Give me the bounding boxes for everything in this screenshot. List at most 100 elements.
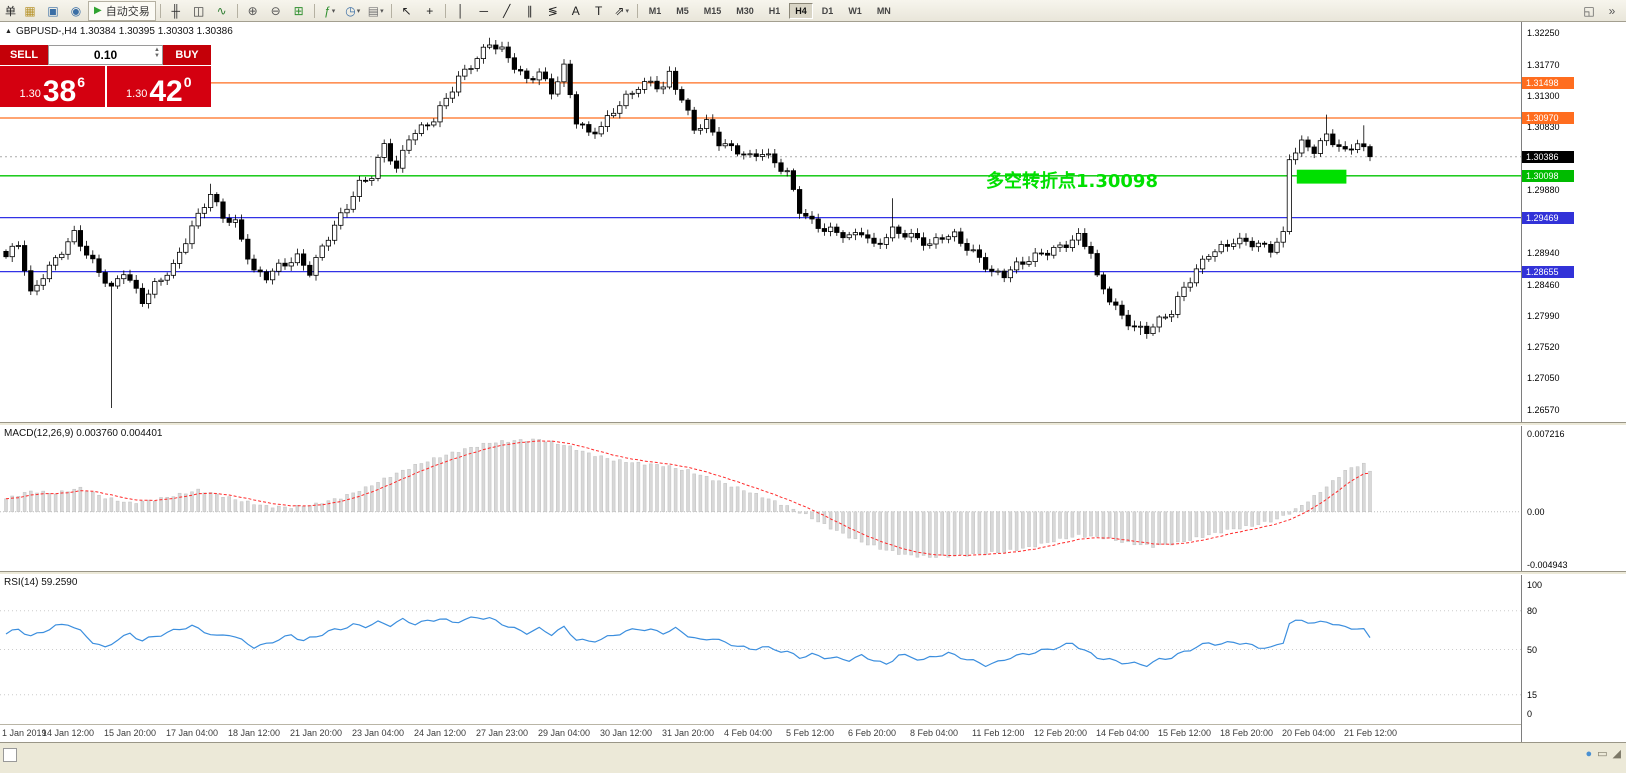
toolbar-overflow-icon[interactable]: » (1601, 1, 1623, 21)
turning-point-annotation: 多空转折点1.30098 (986, 170, 1158, 192)
price-scale[interactable]: 1.32250 1.31770 1.31300 1.30830 1.29880 1.289… (1521, 22, 1626, 742)
templates-icon-glyph: ▤ (367, 3, 380, 18)
cursor-icon[interactable]: ↖ (396, 1, 418, 21)
candles (3, 37, 1373, 408)
indicators-icon[interactable]: ƒ ▾ (319, 1, 341, 21)
timeframe-h4-button[interactable]: H4 (789, 2, 813, 19)
macd-label: MACD(12,26,9) 0.003760 0.004401 (4, 428, 163, 439)
time-axis-label: 5 Feb 12:00 (786, 728, 835, 738)
candlestick-icon[interactable]: ◫ (188, 1, 210, 21)
time-axis-label: 11 Feb 12:00 (972, 728, 1025, 738)
label-icon[interactable]: T (588, 1, 610, 21)
templates-icon[interactable]: ▤ ▾ (365, 1, 387, 21)
timeframe-d1-button[interactable]: D1 (821, 5, 834, 16)
crosshair-icon[interactable]: + (419, 1, 441, 21)
one-click-toggle-icon[interactable]: ▲ (5, 28, 12, 35)
buy-price-button[interactable]: 1.30 42 0 (106, 66, 211, 107)
time-axis-label: 15 Jan 20:00 (104, 728, 157, 738)
timeframe-m1-button[interactable]: M1 (648, 5, 662, 16)
time-axis-label: 30 Jan 12:00 (600, 728, 653, 738)
buy-button[interactable]: BUY (163, 45, 211, 65)
print-icon[interactable]: ▣ (42, 1, 64, 21)
toolbar-separator (390, 3, 392, 18)
price-scale-label: 1.31770 (1527, 59, 1560, 70)
profile-icon[interactable]: ◉ (65, 1, 87, 21)
price-scale-label: 1.28460 (1527, 279, 1560, 290)
autotrading-button[interactable]: ▶ 自动交易 (88, 0, 156, 21)
dropdown-arrow-icon: ▾ (380, 7, 384, 15)
panel-splitter[interactable] (0, 422, 1626, 426)
timeframe-m30-button[interactable]: M30 (736, 5, 754, 16)
indicator-scale-label: 0.007216 (1527, 429, 1565, 439)
volume-input[interactable]: 0.10 ▲ ▼ (48, 45, 163, 65)
zoom-out-icon[interactable]: ⊖ (265, 1, 287, 21)
timeframe-m15-button[interactable]: M15 (703, 5, 722, 16)
volume-spinner[interactable]: ▲ ▼ (154, 47, 160, 59)
time-axis-label: 14 Jan 12:00 (42, 728, 95, 738)
time-axis[interactable]: 1 Jan 2019 14 Jan 12:00 15 Jan 20:00 17 Jan… (0, 724, 1521, 742)
sell-price-main: 38 (42, 74, 77, 108)
indicator-scale-label: -0.004943 (1527, 560, 1568, 570)
tile-windows-icon-glyph: ⊞ (293, 3, 304, 18)
indicator-scale-label: 100 (1527, 580, 1543, 590)
timeframe-w1-button[interactable]: W1 (848, 5, 862, 16)
timeframe-h1-button[interactable]: H1 (768, 5, 781, 16)
status-icon[interactable]: ● (1585, 747, 1593, 760)
one-click-trade-panel: SELL 0.10 ▲ ▼ BUY 1.30 38 6 1.30 42 0 (0, 45, 211, 107)
level-lines (0, 82, 1521, 273)
time-axis-label: 31 Jan 20:00 (662, 728, 715, 738)
macd-panel[interactable]: MACD(12,26,9) 0.003760 0.004401 (0, 426, 1521, 571)
horizontal-line-icon[interactable]: ─ (473, 1, 495, 21)
bar-chart-icon[interactable]: ╫ (165, 1, 187, 21)
panel-splitter[interactable] (0, 571, 1626, 575)
volume-value: 0.10 (93, 48, 118, 62)
window-icon[interactable]: ▭ (1597, 748, 1608, 760)
periods-icon-glyph: ◷ (345, 3, 356, 18)
toolbar-fullscreen-icon[interactable]: ◱ (1578, 1, 1600, 21)
new-chart-icon[interactable]: ▦ (19, 1, 41, 21)
price-level-badge: 1.31498 (1522, 76, 1574, 89)
time-axis-label: 1 Jan 2019 (2, 728, 47, 738)
rsi-chart (0, 610, 1521, 696)
spinner-down-icon[interactable]: ▼ (154, 53, 160, 59)
price-scale-main: 1.32250 1.31770 1.31300 1.30830 1.29880 1.289… (1522, 22, 1626, 422)
macd-histogram (4, 438, 1372, 558)
fibonacci-icon[interactable]: ≶ (542, 1, 564, 21)
sell-price-button[interactable]: 1.30 38 6 (0, 66, 105, 107)
timeframe-m5-button[interactable]: M5 (676, 5, 689, 16)
sell-button[interactable]: SELL (0, 45, 48, 65)
autotrading-label: 自动交易 (105, 5, 150, 18)
symbol-ohlc-text: GBPUSD-,H4 1.30384 1.30395 1.30303 1.303… (15, 26, 233, 37)
price-level-badge: 1.28655 (1522, 265, 1574, 278)
main-chart-panel[interactable]: 多空转折点1.30098 ▲ GBPUSD-,H4 1.30384 1.3039… (0, 22, 1521, 422)
price-scale-label: 1.26570 (1527, 405, 1560, 415)
vertical-line-icon-glyph: │ (456, 3, 465, 18)
cursor-icon-glyph: ↖ (401, 3, 412, 18)
dropdown-arrow-icon: ▾ (331, 7, 336, 15)
zoom-in-icon[interactable]: ⊕ (242, 1, 264, 21)
bottom-bar-icons: ● ▭ ◢ (1585, 747, 1621, 761)
tile-windows-icon[interactable]: ⊞ (288, 1, 310, 21)
text-icon[interactable]: A (565, 1, 587, 21)
line-chart-icon[interactable]: ∿ (211, 1, 233, 21)
toolbar-fullscreen-icon-glyph: ◱ (1583, 3, 1595, 18)
rsi-panel[interactable]: RSI(14) 59.2590 (0, 575, 1521, 724)
timeframe-mn-button[interactable]: MN (876, 5, 891, 16)
candlestick-chart[interactable]: 多空转折点1.30098 (0, 22, 1521, 422)
rsi-scale: 100 80 50 15 0 (1522, 575, 1626, 724)
label-icon-glyph: T (595, 3, 603, 18)
channel-icon[interactable]: ∥ (519, 1, 541, 21)
time-axis-label: 23 Jan 04:00 (352, 728, 405, 738)
price-scale-label: 1.31300 (1527, 91, 1560, 102)
trendline-icon[interactable]: ╱ (496, 1, 518, 21)
periods-icon[interactable]: ◷ ▾ (342, 1, 364, 21)
scroll-home-box[interactable] (3, 748, 17, 762)
arrows-icon[interactable]: ⇗ ▾ (611, 1, 633, 21)
time-axis-label: 27 Jan 23:00 (476, 728, 529, 738)
spinner-up-icon[interactable]: ▲ (154, 47, 160, 53)
print-icon-glyph: ▣ (47, 3, 59, 18)
price-scale-label: 1.32250 (1527, 28, 1560, 38)
resize-grip-icon[interactable]: ◢ (1612, 748, 1621, 760)
toolbar-separator (636, 3, 638, 18)
vertical-line-icon[interactable]: │ (450, 1, 472, 21)
